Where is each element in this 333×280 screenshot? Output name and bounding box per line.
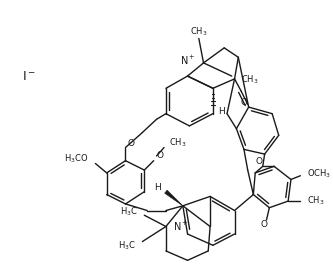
Text: H$_3$C: H$_3$C: [118, 239, 136, 251]
Text: O: O: [241, 98, 248, 107]
Text: I$^-$: I$^-$: [22, 69, 36, 83]
Text: CH$_3$: CH$_3$: [169, 137, 186, 149]
Text: O: O: [260, 220, 267, 229]
Text: CH$_3$: CH$_3$: [190, 26, 207, 38]
Text: OCH$_3$: OCH$_3$: [307, 168, 331, 180]
Text: N$^+$: N$^+$: [180, 53, 196, 67]
Text: O: O: [157, 151, 164, 160]
Text: H: H: [218, 107, 224, 116]
Text: O: O: [127, 139, 135, 148]
Text: CH$_3$: CH$_3$: [307, 195, 324, 207]
Text: O: O: [256, 157, 263, 166]
Polygon shape: [165, 190, 183, 206]
Text: H: H: [155, 183, 161, 192]
Text: N$^+$: N$^+$: [173, 220, 189, 233]
Text: H$_3$C: H$_3$C: [120, 205, 138, 218]
Text: CH$_3$: CH$_3$: [241, 74, 259, 86]
Text: H$_3$CO: H$_3$CO: [64, 153, 88, 165]
